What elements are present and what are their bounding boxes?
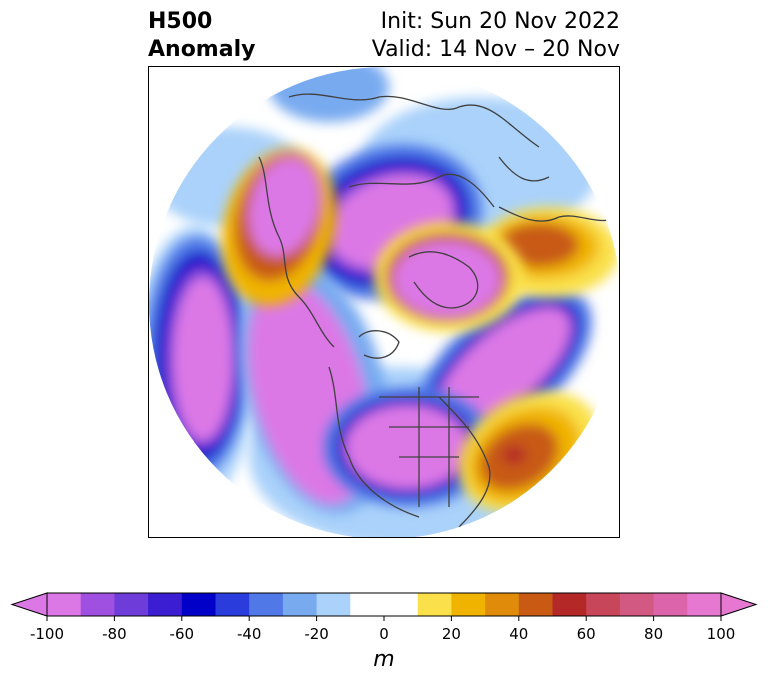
map-title: H500 Anomaly xyxy=(148,8,255,64)
colorbar-swatch xyxy=(417,593,452,616)
colorbar-tick-label: 0 xyxy=(379,625,389,643)
colorbar-over-extension xyxy=(720,592,758,617)
colorbar-under-extension xyxy=(10,592,48,617)
colorbar-tick-label: -20 xyxy=(304,625,329,643)
anomaly-high-center xyxy=(374,222,524,332)
colorbar-tick-label: 40 xyxy=(509,625,529,643)
anomaly-high-northwest xyxy=(221,148,337,306)
anomaly-map xyxy=(149,67,619,537)
colorbar-tick-label: -60 xyxy=(169,625,195,643)
colorbar-tick-label: 100 xyxy=(706,625,736,643)
colorbar-swatch xyxy=(485,593,520,616)
colorbar-swatch xyxy=(653,593,688,616)
map-panel xyxy=(148,66,620,538)
colorbar-swatch xyxy=(552,593,587,616)
colorbar-tick-label: 80 xyxy=(644,625,664,643)
colorbar-tick-label: -40 xyxy=(236,625,262,643)
valid-range: Valid: 14 Nov – 20 Nov xyxy=(371,37,620,62)
colorbar-swatch xyxy=(619,593,655,616)
colorbar-swatch xyxy=(249,593,284,616)
colorbar xyxy=(10,592,758,621)
colorbar-swatch xyxy=(518,593,553,616)
colorbar-swatch xyxy=(687,593,722,616)
colorbar-tick-label: 60 xyxy=(576,625,596,643)
colorbar-swatch xyxy=(47,593,82,616)
coastlines xyxy=(258,93,619,528)
title-line-2: Anomaly xyxy=(148,37,256,62)
anomaly-low-south xyxy=(324,387,494,507)
colorbar-swatch xyxy=(451,593,486,616)
colorbar-swatch xyxy=(350,593,419,616)
colorbar-tick-label: -100 xyxy=(29,625,65,643)
colorbar-swatch xyxy=(181,593,216,616)
colorbar-swatch xyxy=(80,593,115,616)
title-line-1: H500 xyxy=(148,9,213,34)
init-date: Init: Sun 20 Nov 2022 xyxy=(380,9,620,34)
colorbar-swatch xyxy=(114,593,149,616)
colorbar-swatch xyxy=(586,593,621,616)
valid-time-title: Init: Sun 20 Nov 2022 Valid: 14 Nov – 20… xyxy=(372,8,620,64)
colorbar-swatch xyxy=(282,593,318,616)
colorbar-tick-label: -80 xyxy=(102,625,127,643)
colorbar-units: m xyxy=(373,647,395,672)
colorbar-swatch xyxy=(148,593,183,616)
colorbar-swatch xyxy=(215,593,250,616)
colorbar-swatch xyxy=(316,593,351,616)
colorbar-tick-label: 20 xyxy=(441,625,461,643)
